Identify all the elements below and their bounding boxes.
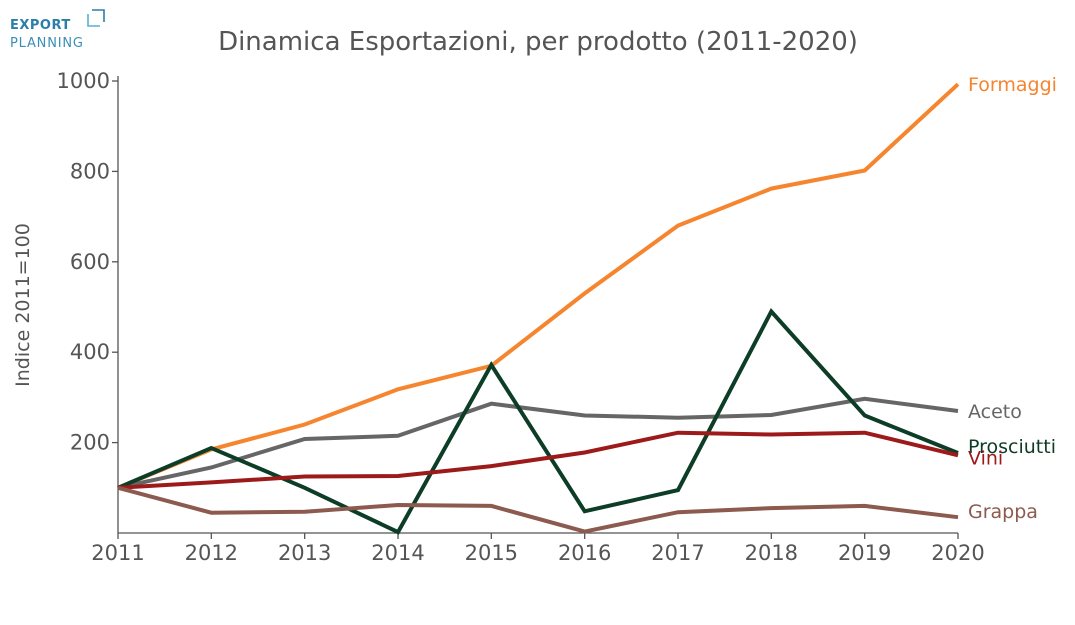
x-tick-label: 2011	[91, 541, 144, 565]
series-label-aceto: Aceto	[968, 401, 1022, 423]
x-tick-label: 2019	[838, 541, 891, 565]
y-tick-label: 800	[70, 159, 110, 183]
y-tick-label: 200	[70, 431, 110, 455]
y-tick-label: 400	[70, 340, 110, 364]
series-label-prosciutti: Prosciutti	[968, 436, 1056, 458]
series-label-formaggi: Formaggi	[968, 74, 1057, 96]
series-line-formaggi	[117, 82, 960, 490]
series-line-aceto	[117, 396, 959, 490]
series-line-grappa	[117, 485, 959, 534]
x-tick-label: 2016	[558, 541, 611, 565]
x-tick-label: 2015	[465, 541, 518, 565]
x-tick-label: 2020	[931, 541, 984, 565]
series-label-grappa: Grappa	[968, 501, 1038, 523]
y-tick-label: 600	[70, 250, 110, 274]
logo-export-text: EXPORT	[10, 18, 71, 33]
y-axis-label: Indice 2011=100	[12, 223, 34, 387]
x-tick-label: 2018	[745, 541, 798, 565]
x-tick-label: 2012	[185, 541, 238, 565]
logo-planning-text: PLANNING	[10, 36, 84, 51]
logo-mark-icon	[87, 9, 105, 27]
series-line-vini	[117, 430, 959, 490]
series-line-prosciutti	[117, 308, 959, 535]
x-tick-label: 2013	[278, 541, 331, 565]
y-tick-label: 1000	[57, 69, 110, 93]
series-label-vini: Vini	[968, 447, 1003, 469]
chart-title: Dinamica Esportazioni, per prodotto (201…	[218, 27, 858, 57]
x-tick-label: 2017	[651, 541, 704, 565]
export-planning-logo: EXPORT PLANNING	[10, 6, 110, 56]
x-tick-label: 2014	[371, 541, 424, 565]
